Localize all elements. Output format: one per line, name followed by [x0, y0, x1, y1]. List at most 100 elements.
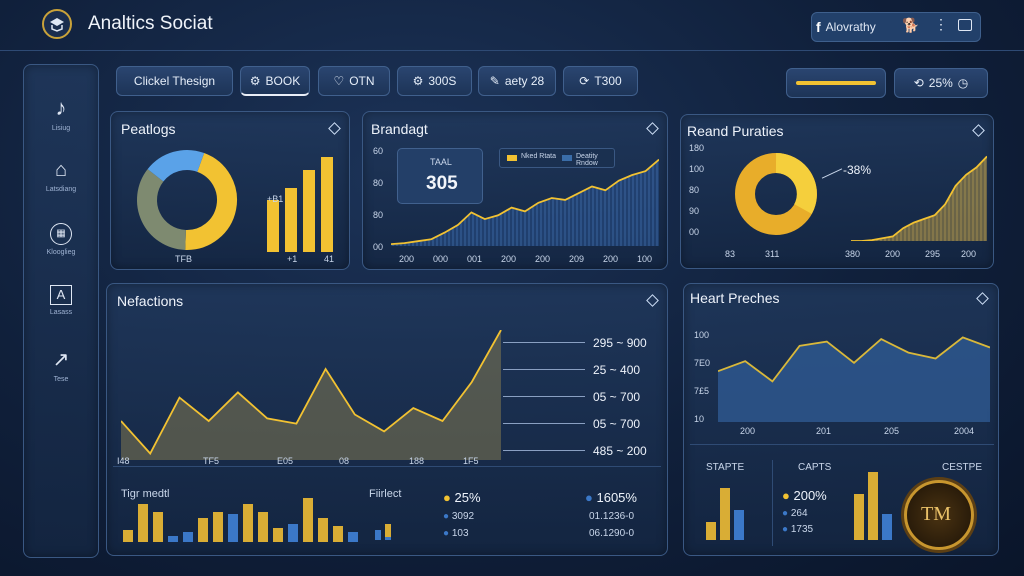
- app-logo: [42, 9, 72, 39]
- leader-line: [503, 450, 585, 451]
- tab-t300[interactable]: ⟳ T300: [563, 66, 638, 96]
- bar: [333, 526, 343, 542]
- x-tick: I48: [117, 456, 130, 466]
- trend-arrow-icon: ↗: [52, 349, 70, 371]
- sidebar-item-label: Klooglieg: [46, 249, 76, 256]
- panel-title: Heart Preches: [690, 290, 780, 306]
- x-tick: 200: [740, 426, 756, 436]
- bar: [868, 472, 878, 540]
- facebook-label: Alovrathy: [825, 20, 876, 34]
- footer-divider: [690, 444, 994, 445]
- settings-icon: ⚙: [412, 74, 424, 88]
- clock-icon: ◷: [957, 76, 969, 90]
- y-tick: 100: [694, 330, 710, 340]
- sidebar-item-music[interactable]: ♪ Lisiug: [24, 95, 98, 132]
- area-fill: [121, 330, 501, 460]
- bar: [285, 188, 297, 252]
- total-value: 305: [426, 173, 458, 194]
- dot-icon: ●: [443, 511, 450, 522]
- donut-slice: [185, 153, 237, 250]
- area-chart: [121, 330, 502, 460]
- tab-otn[interactable]: ♡ OTN: [318, 66, 390, 96]
- area-fill: [851, 156, 987, 241]
- options-icon[interactable]: [328, 122, 341, 135]
- bar: [198, 518, 208, 542]
- y-tick: 7£5: [694, 386, 710, 396]
- footer-label: CAPTS: [798, 462, 832, 473]
- sidebar-item-home[interactable]: ⌂ Latsdiang: [24, 159, 98, 193]
- x-tick: 201: [816, 426, 832, 436]
- stat-group-b: ● 1605% 01.1236-0 06.1290-0: [585, 490, 667, 539]
- sidebar-item-label: Lasass: [49, 309, 73, 316]
- app-title: Analtics Sociat: [88, 13, 213, 34]
- header-divider: [0, 50, 1024, 51]
- series-line: [851, 155, 987, 241]
- sidebar-item-calendar[interactable]: ▦ Klooglieg: [24, 223, 98, 256]
- range-label: 25 ~ 400: [593, 363, 641, 377]
- bar: [153, 512, 163, 542]
- y-tick: 00: [689, 227, 700, 237]
- chart-legend: Nked Rtata Deatity Rndow: [499, 148, 615, 168]
- area-chart: [851, 155, 987, 241]
- dog-icon[interactable]: 🐕: [902, 17, 920, 33]
- refresh-icon: ⟲: [913, 76, 924, 90]
- x-tick: 200: [535, 254, 551, 264]
- calendar-icon: ▦: [50, 223, 72, 245]
- tab-label: Clickel Thesign: [133, 74, 216, 88]
- facebook-button[interactable]: f Alovrathy: [816, 16, 876, 38]
- bar: [882, 514, 892, 540]
- bar: [321, 157, 333, 252]
- bar: [375, 536, 381, 540]
- options-icon[interactable]: [646, 294, 659, 307]
- x-tick: 200: [885, 249, 901, 259]
- x-tick: 205: [884, 426, 900, 436]
- options-icon[interactable]: [972, 124, 985, 137]
- panel-brandagt: Brandagt 60 80 80 00 TAAL 305 Nked Rtata…: [362, 111, 668, 270]
- footer-label: CESTPE: [942, 462, 983, 473]
- stat-row: ● 1605%: [585, 490, 637, 505]
- leader-line: [503, 396, 585, 397]
- range-label: 295 ~ 900: [593, 336, 647, 350]
- range-label: 05 ~ 700: [593, 417, 641, 431]
- stat-row: ● 1735: [782, 524, 814, 535]
- x-tick: 200: [501, 254, 517, 264]
- bar-label: +B1: [267, 194, 284, 204]
- options-icon[interactable]: [976, 292, 989, 305]
- footer-title: Fiirlect: [369, 488, 402, 500]
- progress-control[interactable]: [786, 68, 886, 98]
- tab-300s[interactable]: ⚙ 300S: [397, 66, 472, 96]
- bar: [706, 522, 716, 540]
- y-tick: 80: [373, 178, 384, 188]
- options-icon[interactable]: [646, 122, 659, 135]
- x-tick: 188: [409, 456, 425, 466]
- tab-aety[interactable]: ✎ aety 28: [478, 66, 556, 96]
- footer-label: STAPTE: [706, 462, 745, 473]
- bar: [228, 514, 238, 542]
- y-tick: 60: [373, 146, 384, 156]
- x-tick: 200: [399, 254, 415, 264]
- x-tick: TF5: [203, 456, 220, 466]
- gear-icon: ⚙: [249, 73, 261, 88]
- bar-label: 41: [324, 254, 335, 264]
- x-tick: 2004: [954, 426, 975, 436]
- y-tick: 80: [689, 185, 700, 195]
- series-line: [718, 336, 990, 383]
- sidebar-item-text[interactable]: A Lasass: [24, 285, 98, 316]
- sidebar-item-trend[interactable]: ↗ Tese: [24, 347, 98, 383]
- window-icon[interactable]: [958, 19, 972, 31]
- music-note-icon: ♪: [55, 95, 67, 120]
- stat-group: ● 200% ● 264 ● 1735: [782, 488, 852, 535]
- bar: [213, 512, 223, 542]
- footer-title: Tigr medtl: [121, 488, 170, 500]
- more-menu-icon[interactable]: ⋮: [934, 16, 948, 32]
- leader-line: [503, 423, 585, 424]
- tab-clickel-thesign[interactable]: Clickel Thesign: [116, 66, 233, 96]
- bar: [348, 532, 358, 542]
- panel-title: Reand Puraties: [687, 123, 784, 139]
- tab-label: aety 28: [504, 74, 545, 88]
- footer-vdivider: [772, 460, 773, 546]
- tab-book[interactable]: ⚙ BOOK: [240, 66, 310, 96]
- dot-icon: ●: [782, 508, 789, 519]
- bar: [720, 488, 730, 540]
- percent-control[interactable]: ⟲ 25% ◷: [894, 68, 988, 98]
